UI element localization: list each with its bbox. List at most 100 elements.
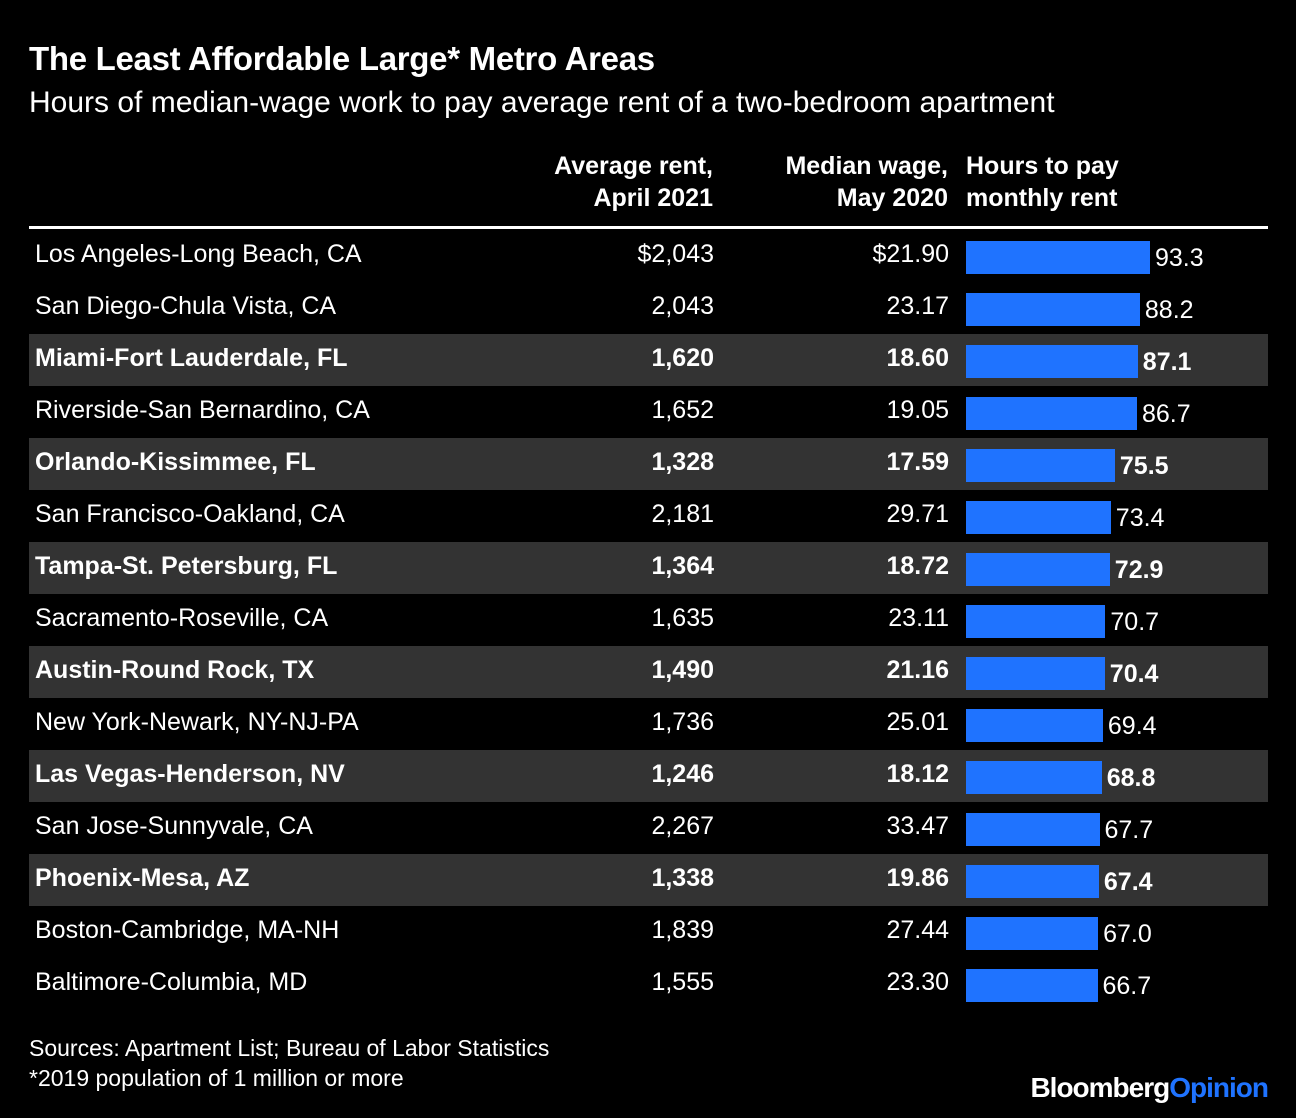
rent-value: 1,635 <box>651 604 714 632</box>
column-header-hours-line1: Hours to pay <box>966 152 1119 180</box>
rent-value: $2,043 <box>637 240 714 268</box>
column-header-hours: Hours to pay monthly rent <box>966 150 1119 214</box>
hours-value-label: 72.9 <box>1114 556 1164 584</box>
wage-value: 27.44 <box>886 916 949 944</box>
table-row: San Francisco-Oakland, CA 2,181 29.71 73.4 <box>29 490 1268 542</box>
column-header-wage-line1: Median wage, <box>785 152 948 180</box>
hours-value-label: 93.3 <box>1155 244 1204 272</box>
rent-value: 1,364 <box>651 552 714 580</box>
rent-value: 2,043 <box>651 292 714 320</box>
metro-name: Tampa-St. Petersburg, FL <box>35 552 338 580</box>
wage-value: 18.72 <box>886 552 949 580</box>
wage-value: 19.05 <box>886 396 949 424</box>
rent-value: 1,328 <box>651 448 714 476</box>
hours-bar <box>966 605 1106 638</box>
chart-title: The Least Affordable Large* Metro Areas <box>29 40 655 77</box>
hours-value-label: 69.4 <box>1107 712 1157 740</box>
metro-name: San Jose-Sunnyvale, CA <box>35 812 313 840</box>
table-row: Phoenix-Mesa, AZ 1,338 19.86 67.4 <box>29 854 1268 906</box>
hours-value-label: 87.1 <box>1142 348 1192 376</box>
hours-bar <box>966 813 1100 846</box>
table-row: Los Angeles-Long Beach, CA $2,043 $21.90 93… <box>29 230 1268 282</box>
brand-logo-main: Bloomberg <box>1030 1072 1170 1103</box>
metro-name: Austin-Round Rock, TX <box>35 656 315 684</box>
table-row: Tampa-St. Petersburg, FL 1,364 18.72 72.9 <box>29 542 1268 594</box>
hours-bar <box>966 657 1105 690</box>
rent-value: 1,555 <box>651 968 714 996</box>
wage-value: 21.16 <box>886 656 949 684</box>
hours-bar <box>966 501 1111 534</box>
wage-value: 19.86 <box>886 864 949 892</box>
hours-value-label: 67.4 <box>1103 868 1153 896</box>
hours-bar <box>966 709 1103 742</box>
table-row: San Diego-Chula Vista, CA 2,043 23.17 88.2 <box>29 282 1268 334</box>
hours-value-label: 66.7 <box>1102 972 1152 1000</box>
footnote: *2019 population of 1 million or more <box>29 1065 404 1091</box>
hours-value-label: 86.7 <box>1142 400 1191 428</box>
metro-name: San Diego-Chula Vista, CA <box>35 292 337 320</box>
wage-value: 29.71 <box>886 500 949 528</box>
hours-bar <box>966 293 1140 326</box>
hours-value-label: 70.7 <box>1110 608 1160 636</box>
wage-value: 18.12 <box>886 760 949 788</box>
rent-value: 1,338 <box>651 864 714 892</box>
hours-value-label: 67.7 <box>1104 816 1154 844</box>
wage-value: 25.01 <box>886 708 949 736</box>
source-note: Sources: Apartment List; Bureau of Labor… <box>29 1035 550 1061</box>
hours-bar <box>966 553 1110 586</box>
rent-value: 2,181 <box>651 500 714 528</box>
hours-bar <box>966 241 1150 274</box>
metro-name: Riverside-San Bernardino, CA <box>35 396 370 424</box>
table-row: San Jose-Sunnyvale, CA 2,267 33.47 67.7 <box>29 802 1268 854</box>
hours-bar <box>966 917 1099 950</box>
wage-value: 33.47 <box>886 812 949 840</box>
metro-name: Orlando-Kissimmee, FL <box>35 448 316 476</box>
rent-value: 1,839 <box>651 916 714 944</box>
rent-value: 2,267 <box>651 812 714 840</box>
metro-name: San Francisco-Oakland, CA <box>35 500 345 528</box>
column-header-wage-line2: May 2020 <box>836 184 948 212</box>
column-header-rent-line2: April 2021 <box>593 184 713 212</box>
table-row: Miami-Fort Lauderdale, FL 1,620 18.60 87.1 <box>29 334 1268 386</box>
hours-value-label: 75.5 <box>1119 452 1169 480</box>
column-header-rent: Average rent, April 2021 <box>554 150 713 214</box>
table-row: Orlando-Kissimmee, FL 1,328 17.59 75.5 <box>29 438 1268 490</box>
table-row: Austin-Round Rock, TX 1,490 21.16 70.4 <box>29 646 1268 698</box>
metro-name: Baltimore-Columbia, MD <box>35 968 308 996</box>
hours-bar <box>966 449 1115 482</box>
metro-name: Phoenix-Mesa, AZ <box>35 864 250 892</box>
rent-value: 1,620 <box>651 344 714 372</box>
hours-bar <box>966 345 1138 378</box>
chart-subtitle: Hours of median-wage work to pay average… <box>29 86 1055 119</box>
hours-value-label: 67.0 <box>1103 920 1152 948</box>
hours-value-label: 73.4 <box>1115 504 1165 532</box>
rent-value: 1,246 <box>651 760 714 788</box>
metro-name: Miami-Fort Lauderdale, FL <box>35 344 348 372</box>
rent-value: 1,490 <box>651 656 714 684</box>
table-body: Los Angeles-Long Beach, CA $2,043 $21.90 93… <box>29 230 1268 1010</box>
rent-value: 1,736 <box>651 708 714 736</box>
wage-value: $21.90 <box>872 240 949 268</box>
table-row: Las Vegas-Henderson, NV 1,246 18.12 68.8 <box>29 750 1268 802</box>
table-row: Riverside-San Bernardino, CA 1,652 19.05 86… <box>29 386 1268 438</box>
hours-bar <box>966 865 1099 898</box>
metro-name: New York-Newark, NY-NJ-PA <box>35 708 359 736</box>
table-row: New York-Newark, NY-NJ-PA 1,736 25.01 69.4 <box>29 698 1268 750</box>
table-row: Boston-Cambridge, MA-NH 1,839 27.44 67.0 <box>29 906 1268 958</box>
hours-bar <box>966 969 1098 1002</box>
brand-logo-accent: Opinion <box>1169 1072 1269 1103</box>
column-header-hours-line2: monthly rent <box>966 184 1118 212</box>
metro-name: Sacramento-Roseville, CA <box>35 604 329 632</box>
metro-name: Las Vegas-Henderson, NV <box>35 760 345 788</box>
hours-bar <box>966 397 1137 430</box>
wage-value: 17.59 <box>886 448 949 476</box>
metro-name: Boston-Cambridge, MA-NH <box>35 916 340 944</box>
hours-bar <box>966 761 1102 794</box>
hours-value-label: 70.4 <box>1109 660 1159 688</box>
column-header-wage: Median wage, May 2020 <box>785 150 948 214</box>
brand-logo: BloombergOpinion <box>1030 1072 1269 1104</box>
metro-name: Los Angeles-Long Beach, CA <box>35 240 362 268</box>
column-header-rent-line1: Average rent, <box>554 152 713 180</box>
rent-value: 1,652 <box>651 396 714 424</box>
wage-value: 23.11 <box>888 604 949 632</box>
